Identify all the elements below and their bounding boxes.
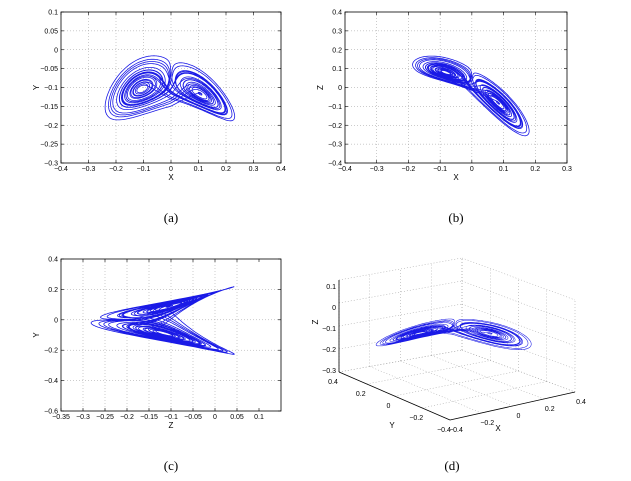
y-tick-label: 0.1 — [332, 66, 342, 73]
y-tick-label: 0 — [54, 317, 58, 324]
grid-line — [422, 381, 547, 409]
y-tick-label: 0 — [54, 47, 58, 54]
y-tick-label: 0.4 — [332, 10, 342, 17]
x-tick-label: −0.25 — [96, 414, 114, 421]
y-axis-label: Y — [32, 332, 41, 338]
y-tick-label: −0.25 — [40, 142, 58, 149]
grid-line — [461, 349, 576, 393]
y-tick-label: −0.2 — [44, 348, 58, 355]
z-tick-label: −0.3 — [322, 368, 336, 375]
x-tick-label: −0.4 — [54, 166, 68, 173]
panel-caption: (a) — [164, 210, 178, 225]
x-axis-label: X — [453, 173, 459, 182]
panel-d: 0.1 0 −0.1 −0.2 −0.3 Z 0.4 0.2 0 −0.2 −0.4 Y −0.4 −0.… — [311, 257, 586, 473]
x-tick-label: −0.3 — [82, 166, 96, 173]
x-tick-label: −0.05 — [184, 414, 202, 421]
y-tick-label: 0.3 — [332, 28, 342, 35]
x-tick-label: 0.1 — [254, 414, 264, 421]
y-tick-label: −0.05 — [40, 66, 58, 73]
y-tick-label: −0.15 — [40, 104, 58, 111]
grid-line — [461, 257, 576, 301]
z-tick-label: 0.1 — [326, 284, 336, 291]
x-tick-label: −0.3 — [370, 166, 384, 173]
axis-edge — [449, 391, 576, 421]
y-tick-label: −0.3 — [44, 161, 58, 168]
panel-caption: (d) — [444, 458, 459, 473]
y-tick-label: 0.2 — [332, 47, 342, 54]
y-tick-label: −0.2 — [409, 415, 423, 422]
panel-caption: (b) — [448, 210, 463, 225]
panel-caption: (c) — [164, 458, 178, 473]
y-tick-label: 0.4 — [328, 379, 338, 386]
x-tick-label: −0.3 — [76, 414, 90, 421]
attractor-trajectory — [412, 55, 530, 137]
panel-c: −0.35 −0.3 −0.25 −0.2 −0.15 −0.1 −0.05 0 0.05 0.1… — [32, 257, 282, 473]
x-tick-label: −0.2 — [120, 414, 134, 421]
y-tick-label: −0.2 — [44, 123, 58, 130]
x-tick-label: 0.05 — [230, 414, 244, 421]
grid-line — [400, 360, 513, 407]
grid-line — [369, 366, 482, 414]
grid-line — [461, 280, 576, 324]
y-axis-label: Z — [316, 85, 325, 90]
x-tick-label: −0.15 — [140, 414, 158, 421]
x-tick-label: 0.4 — [576, 399, 586, 406]
x-axis-label: Z — [169, 421, 174, 430]
x-tick-label: −0.4 — [449, 427, 463, 434]
x-tick-label: 0 — [213, 414, 217, 421]
y-tick-label: −0.3 — [328, 142, 342, 149]
x-tick-label: −0.35 — [52, 414, 70, 421]
x-tick-label: 0 — [470, 166, 474, 173]
x-axis-label: X — [168, 173, 174, 182]
x-tick-label: −0.1 — [433, 166, 447, 173]
z-tick-label: −0.2 — [322, 347, 336, 354]
x-tick-label: 0.1 — [499, 166, 509, 173]
x-tick-label: 0.3 — [562, 166, 572, 173]
x-tick-label: 0 — [169, 166, 173, 173]
x-axis-label: X — [495, 424, 501, 433]
y-tick-label: 0 — [387, 403, 391, 410]
x-tick-label: 0.2 — [545, 406, 555, 413]
z-tick-label: −0.1 — [322, 326, 336, 333]
y-tick-label: 0.4 — [48, 257, 58, 264]
attractor-trajectory-3d — [375, 318, 532, 350]
y-tick-label: 0.2 — [48, 287, 58, 294]
x-tick-label: 0.1 — [194, 166, 204, 173]
z-axis-label: Z — [311, 319, 320, 324]
panel-b: −0.4 −0.3 −0.2 −0.1 0 0.1 0.2 0.3 0.4 0.3 0.2 0.1 0 −… — [316, 10, 572, 226]
y-tick-label: 0.05 — [44, 28, 58, 35]
grid-line — [431, 355, 544, 400]
y-tick-label: −0.1 — [328, 104, 342, 111]
x-tick-label: −0.4 — [338, 166, 352, 173]
y-tick-label: −0.4 — [437, 427, 451, 434]
y-axis-label: Y — [389, 421, 395, 430]
x-tick-label: 0.3 — [249, 166, 259, 173]
x-tick-label: 0.2 — [221, 166, 231, 173]
axis-edge — [338, 371, 451, 421]
y-tick-label: −0.2 — [328, 123, 342, 130]
x-tick-label: −0.1 — [164, 414, 178, 421]
attractor-trajectory — [90, 286, 235, 355]
grid-line — [461, 303, 576, 347]
x-tick-label: 0.4 — [276, 166, 286, 173]
x-tick-label: 0.2 — [530, 166, 540, 173]
y-tick-label: 0.2 — [356, 391, 366, 398]
x-tick-label: −0.2 — [109, 166, 123, 173]
x-tick-label: −0.2 — [480, 420, 494, 427]
y-tick-label: 0 — [338, 85, 342, 92]
y-tick-label: −0.6 — [44, 409, 58, 416]
x-tick-label: −0.1 — [137, 166, 151, 173]
x-tick-label: 0 — [517, 413, 521, 420]
panel-a: −0.4 −0.3 −0.2 −0.1 0 0.1 0.2 0.3 0.40.10.050−0.… — [32, 10, 286, 226]
y-axis-label: Y — [32, 84, 41, 90]
y-tick-label: −0.4 — [328, 161, 342, 168]
y-tick-label: −0.1 — [44, 85, 58, 92]
y-tick-label: 0.1 — [48, 10, 58, 17]
y-tick-label: −0.4 — [44, 378, 58, 385]
x-tick-label: −0.2 — [402, 166, 416, 173]
attractor-trajectory — [104, 55, 236, 122]
z-tick-label: 0 — [332, 305, 336, 312]
